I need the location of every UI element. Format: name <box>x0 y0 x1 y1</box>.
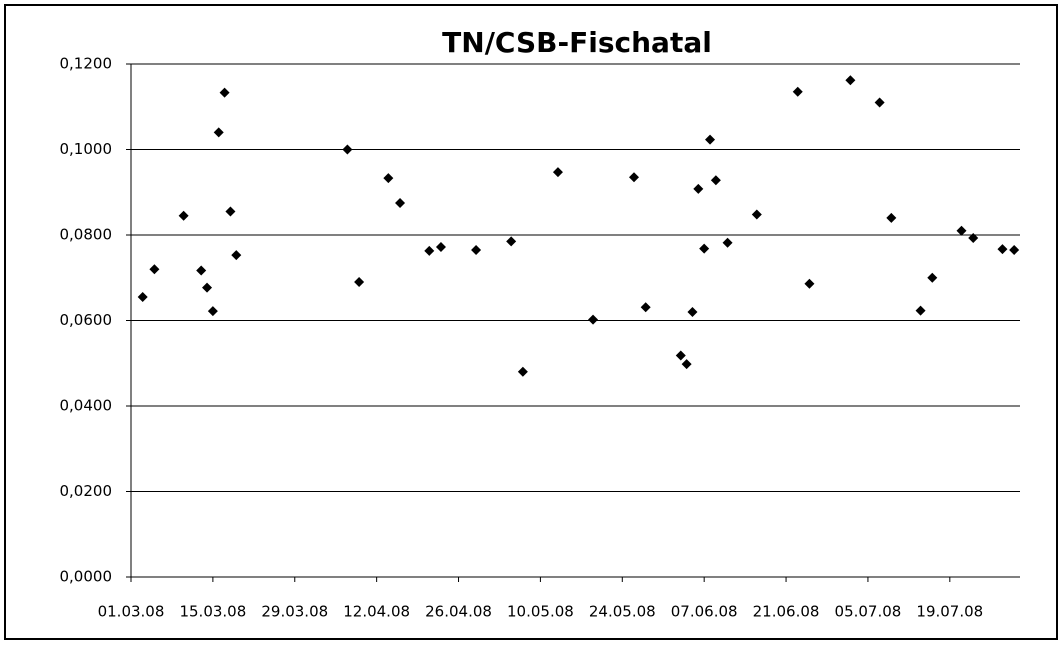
point <box>196 265 207 276</box>
x-tick-label: 07.06.08 <box>671 603 738 621</box>
y-tick-label: 0,1200 <box>60 55 113 73</box>
chart-frame <box>4 4 1058 640</box>
point <box>710 175 721 186</box>
point <box>225 206 236 217</box>
point <box>693 183 704 194</box>
x-tick-label: 05.07.08 <box>835 603 902 621</box>
point <box>628 172 639 183</box>
y-tick-label: 0,0600 <box>60 311 113 329</box>
point <box>588 314 599 325</box>
point <box>792 86 803 97</box>
point <box>213 127 224 138</box>
point <box>675 350 686 361</box>
point <box>640 302 651 313</box>
x-tick-label: 12.04.08 <box>343 603 410 621</box>
x-tick-label: 15.03.08 <box>179 603 246 621</box>
point <box>178 210 189 221</box>
point <box>705 134 716 145</box>
point <box>1009 244 1020 255</box>
x-tick-label: 19.07.08 <box>916 603 983 621</box>
point <box>137 291 148 302</box>
y-tick-label: 0,0000 <box>60 568 113 586</box>
point <box>687 306 698 317</box>
x-tick-label: 01.03.08 <box>98 603 165 621</box>
point <box>886 212 897 223</box>
x-tick-label: 10.05.08 <box>507 603 574 621</box>
point <box>927 272 938 283</box>
point <box>874 97 885 108</box>
point <box>751 209 762 220</box>
x-tick-label: 24.05.08 <box>589 603 656 621</box>
point <box>915 305 926 316</box>
point <box>207 306 218 317</box>
point <box>354 277 365 288</box>
point <box>149 264 160 275</box>
point <box>506 236 517 247</box>
point <box>383 173 394 184</box>
point <box>395 197 406 208</box>
point <box>681 359 692 370</box>
point <box>722 237 733 248</box>
point <box>219 87 230 98</box>
point <box>202 282 213 293</box>
point <box>231 250 242 261</box>
point <box>424 245 435 256</box>
point <box>471 244 482 255</box>
x-tick-label: 26.04.08 <box>425 603 492 621</box>
y-tick-label: 0,0400 <box>60 397 113 415</box>
point <box>342 144 353 155</box>
point <box>699 243 710 254</box>
y-tick-label: 0,1000 <box>60 140 113 158</box>
point <box>968 232 979 243</box>
point <box>435 241 446 252</box>
point <box>517 366 528 377</box>
point <box>552 167 563 178</box>
y-tick-label: 0,0800 <box>60 226 113 244</box>
point <box>845 75 856 86</box>
x-tick-label: 21.06.08 <box>753 603 820 621</box>
chart-title: TN/CSB-Fischatal <box>442 26 712 59</box>
y-tick-label: 0,0200 <box>60 482 113 500</box>
x-tick-label: 29.03.08 <box>261 603 328 621</box>
point <box>804 278 815 289</box>
point <box>997 244 1008 255</box>
point <box>956 225 967 236</box>
